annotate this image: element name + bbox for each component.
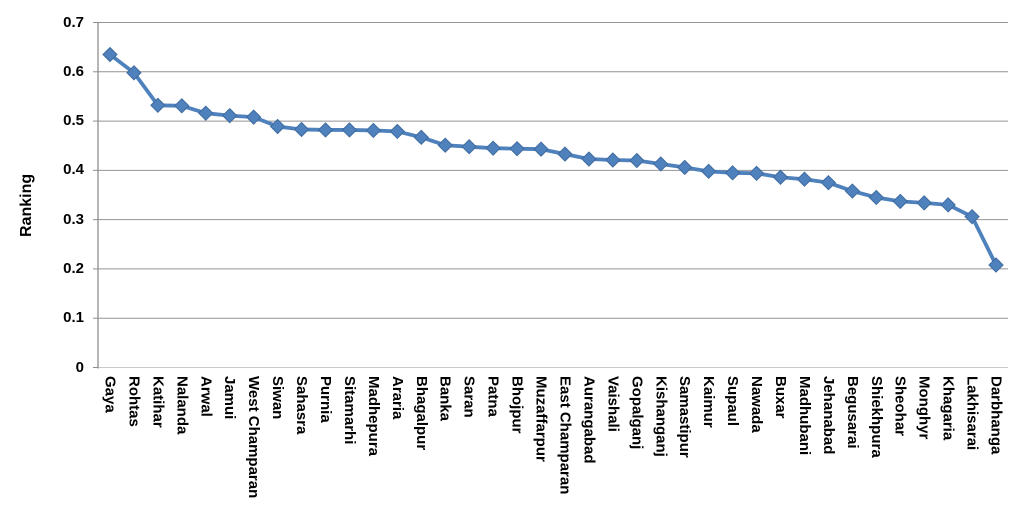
x-category-label: East Champaran bbox=[556, 375, 574, 494]
x-category-label: Purnia bbox=[317, 375, 334, 423]
data-point-marker bbox=[533, 141, 549, 157]
y-tick-label: 0.4 bbox=[63, 161, 84, 179]
data-point-marker bbox=[293, 121, 310, 138]
x-category-label: Madhepura bbox=[364, 375, 382, 456]
x-category-label: Rohtas bbox=[125, 375, 143, 427]
y-tick-label: 0.7 bbox=[63, 13, 84, 31]
data-point-marker bbox=[365, 122, 382, 139]
x-category-label: Araria bbox=[388, 375, 406, 419]
ranking-series-line bbox=[108, 52, 998, 267]
x-category-label: Sheohar bbox=[891, 375, 909, 436]
x-category-label: Shiekhpura bbox=[867, 375, 885, 458]
data-point-marker bbox=[964, 208, 980, 225]
x-category-label: Samastipur bbox=[676, 375, 694, 458]
data-point-marker bbox=[653, 156, 669, 172]
data-point-marker bbox=[174, 98, 190, 114]
data-point-marker bbox=[102, 46, 118, 63]
x-category-label: Sahasra bbox=[293, 375, 311, 434]
data-point-marker bbox=[677, 159, 693, 176]
data-point-marker bbox=[916, 195, 932, 211]
data-point-marker bbox=[557, 146, 573, 162]
x-category-label: Vaishali bbox=[604, 375, 622, 432]
x-category-label: Madhubani bbox=[795, 375, 813, 455]
data-point-marker bbox=[150, 97, 166, 114]
x-category-label: Supaul bbox=[724, 375, 742, 426]
data-point-marker bbox=[772, 169, 789, 185]
data-point-marker bbox=[796, 171, 813, 187]
x-category-label: Darbhanga bbox=[987, 375, 1005, 454]
data-point-marker bbox=[868, 189, 884, 206]
x-category-label: Muzaffarpur bbox=[532, 375, 550, 462]
x-category-label: Kishanganj bbox=[652, 375, 670, 457]
data-point-marker bbox=[940, 197, 956, 213]
x-category-label: Khagaria bbox=[939, 375, 957, 440]
x-category-label: Jamui bbox=[221, 375, 239, 419]
x-category-label: Bhagalpur bbox=[412, 375, 430, 450]
x-category-label: Banka bbox=[436, 375, 454, 421]
x-category-label: Nawada bbox=[748, 375, 766, 433]
x-category-label: Patna bbox=[484, 375, 502, 417]
x-category-label: Lakhisarai bbox=[963, 375, 981, 450]
data-point-marker bbox=[485, 140, 501, 156]
x-category-label: Kaimur bbox=[700, 375, 718, 428]
data-point-marker bbox=[317, 122, 334, 138]
x-category-label: Buxar bbox=[772, 375, 789, 419]
data-point-marker bbox=[748, 165, 765, 182]
x-category-label: Jehanabad bbox=[819, 375, 837, 454]
x-category-label: Katihar bbox=[149, 375, 167, 428]
data-point-marker bbox=[581, 151, 597, 167]
data-point-marker bbox=[605, 152, 621, 168]
data-point-marker bbox=[269, 118, 286, 135]
data-point-marker bbox=[509, 140, 525, 157]
data-point-marker bbox=[892, 193, 908, 210]
data-point-marker bbox=[389, 123, 406, 140]
data-point-marker bbox=[245, 109, 262, 125]
x-category-label: Gaya bbox=[101, 375, 119, 413]
data-point-marker bbox=[700, 163, 717, 180]
y-tick-label: 0.2 bbox=[63, 259, 84, 277]
data-point-marker bbox=[341, 122, 358, 138]
y-tick-label: 0.3 bbox=[63, 210, 84, 228]
data-point-marker bbox=[126, 65, 142, 81]
x-category-label: Gopalganj bbox=[628, 375, 646, 449]
x-category-label: Siwan bbox=[269, 375, 287, 419]
x-category-label: Sitamarhi bbox=[340, 375, 358, 444]
y-tick-label: 0.5 bbox=[63, 112, 84, 130]
data-point-marker bbox=[222, 107, 238, 124]
x-category-label: West Champaran bbox=[245, 375, 263, 498]
data-point-marker bbox=[988, 257, 1004, 273]
data-point-marker bbox=[820, 174, 837, 191]
x-category-label: Saran bbox=[460, 375, 478, 418]
data-point-marker bbox=[437, 137, 453, 153]
x-category-label: Arwal bbox=[197, 375, 215, 417]
x-category-label: Nalanda bbox=[173, 375, 191, 434]
data-point-marker bbox=[198, 105, 214, 121]
x-category-label: Monghyr bbox=[915, 375, 933, 439]
x-category-label: Begusarai bbox=[843, 375, 861, 449]
data-point-marker bbox=[724, 165, 741, 181]
y-tick-label: 0 bbox=[75, 358, 84, 376]
data-point-marker bbox=[461, 138, 477, 155]
y-tick-label: 0.1 bbox=[63, 309, 84, 327]
data-point-marker bbox=[844, 183, 861, 199]
data-point-marker bbox=[413, 129, 429, 146]
x-category-label: Bhojpur bbox=[508, 375, 526, 434]
x-category-label: Aurangabad bbox=[580, 375, 598, 464]
data-point-marker bbox=[629, 152, 645, 169]
y-tick-label: 0.6 bbox=[63, 62, 84, 80]
